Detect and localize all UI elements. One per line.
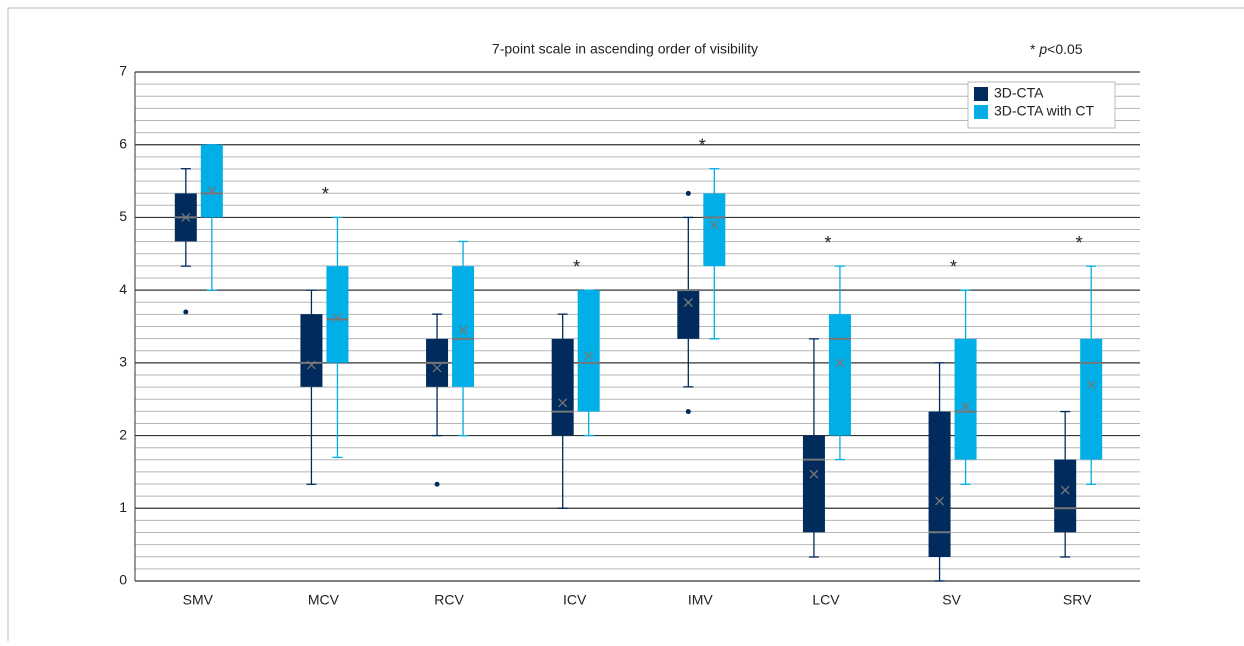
legend-label: 3D-CTA with CT	[994, 103, 1095, 119]
box	[802, 435, 825, 533]
y-tick-label: 1	[119, 499, 127, 515]
legend-box	[967, 81, 1116, 129]
mean-marker	[1060, 485, 1070, 495]
significance-marker: *	[950, 257, 957, 277]
outlier	[183, 309, 189, 315]
mean-marker	[306, 360, 316, 370]
legend-swatch	[974, 87, 988, 101]
legend-swatch	[974, 105, 988, 119]
y-tick-label: 4	[119, 281, 127, 297]
y-tick-label: 7	[119, 63, 127, 79]
box	[200, 144, 223, 218]
outlier	[685, 409, 691, 415]
box	[551, 338, 574, 436]
x-tick-label: ICV	[563, 592, 587, 608]
box	[326, 266, 349, 363]
box	[1080, 338, 1103, 460]
significance-marker: *	[322, 184, 329, 204]
mean-marker	[332, 313, 342, 323]
frame	[7, 7, 1244, 646]
box	[1054, 459, 1077, 533]
mean-marker	[207, 186, 217, 195]
box	[677, 290, 700, 339]
x-tick-label: MCV	[308, 592, 340, 608]
x-tick-label: SRV	[1063, 592, 1092, 608]
outlier	[685, 190, 691, 196]
mean-marker	[935, 496, 945, 506]
significance-marker: *	[573, 257, 580, 277]
significance-marker: *	[1076, 233, 1083, 253]
mean-marker	[1086, 380, 1096, 390]
x-tick-label: SV	[942, 592, 961, 608]
box	[452, 266, 475, 387]
legend-label: 3D-CTA	[994, 85, 1044, 101]
y-tick-label: 5	[119, 208, 127, 224]
significance-marker: *	[824, 233, 831, 253]
mean-marker	[584, 351, 594, 361]
significance-marker: *	[699, 135, 706, 155]
chart-title: 7-point scale in ascending order of visi…	[492, 41, 758, 57]
mean-marker	[809, 469, 819, 479]
x-tick-label: LCV	[812, 592, 840, 608]
box	[300, 314, 323, 387]
mean-marker	[181, 212, 191, 222]
box	[828, 314, 851, 436]
x-tick-label: RCV	[434, 592, 464, 608]
box	[954, 338, 977, 460]
significance-note: * p<0.05	[1030, 41, 1083, 57]
mean-marker	[432, 363, 442, 373]
y-tick-label: 3	[119, 354, 127, 370]
outlier	[434, 481, 440, 487]
mean-marker	[961, 402, 971, 411]
note-marker: *	[1030, 41, 1036, 57]
mean-marker	[709, 220, 719, 230]
x-tick-label: SMV	[183, 592, 214, 608]
box	[577, 290, 600, 412]
note-variable: p	[1038, 41, 1047, 57]
box	[703, 193, 726, 267]
mean-marker	[683, 298, 693, 307]
note-threshold: <0.05	[1047, 41, 1083, 57]
mean-marker	[835, 358, 845, 368]
x-tick-label: IMV	[688, 592, 714, 608]
y-tick-label: 6	[119, 135, 127, 151]
y-tick-label: 2	[119, 426, 127, 442]
y-tick-label: 0	[119, 572, 127, 588]
mean-marker	[558, 398, 568, 408]
box	[928, 411, 951, 558]
mean-marker	[458, 325, 468, 335]
